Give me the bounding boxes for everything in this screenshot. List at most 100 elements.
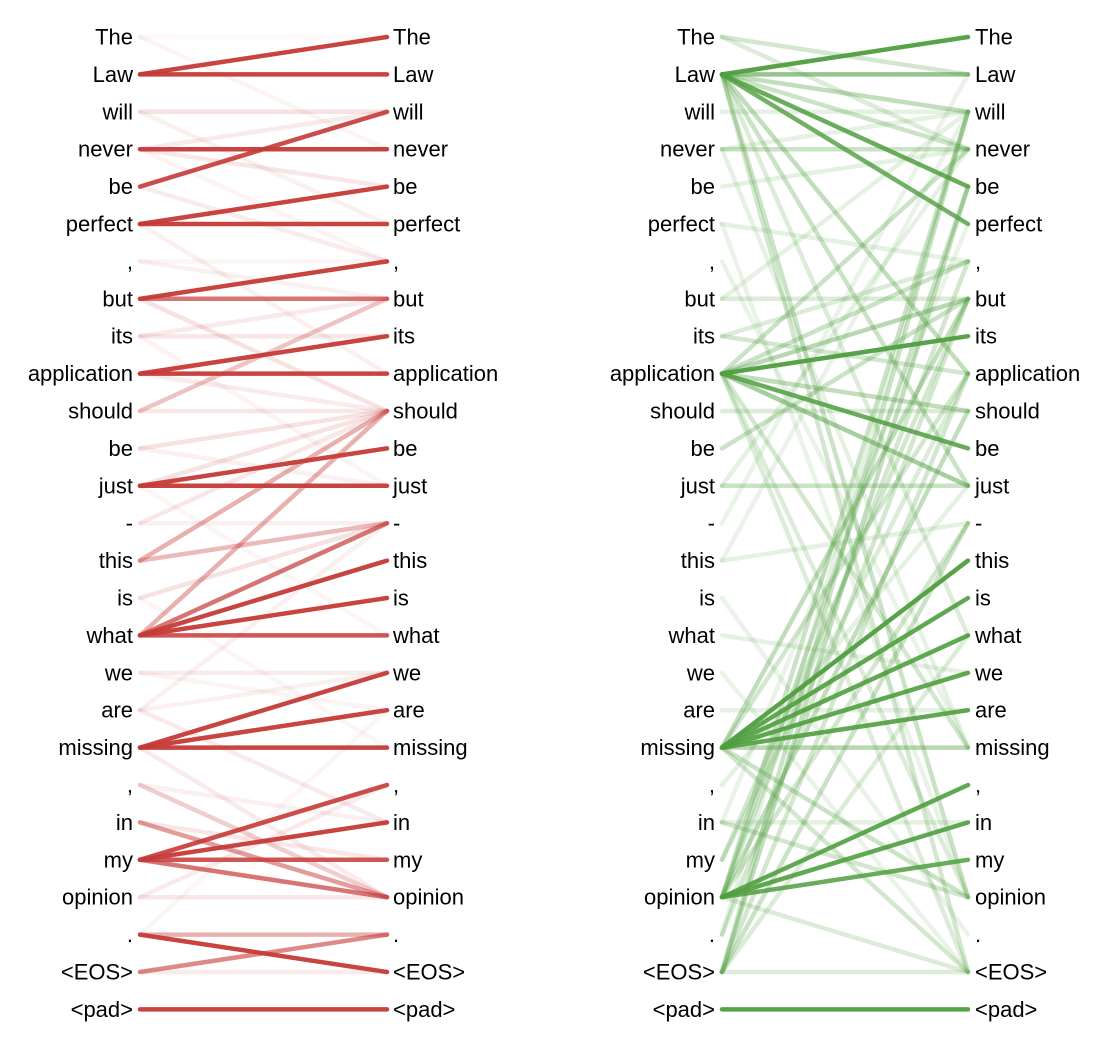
left-source-token-5-perfect: perfect [66,212,133,237]
right-target-token-4-be: be [975,174,999,199]
left-target-token-25-eos: <EOS> [393,960,465,985]
right-alignment-edge-11-7 [719,296,971,451]
right-alignment-edge-25-16 [719,633,971,975]
right-source-token-4-be: be [691,174,715,199]
right-alignment-edge-4-3 [719,146,971,189]
right-source-token-2-will: will [683,99,715,124]
right-target-token-13-punct: - [975,511,982,536]
left-source-token-0-the: The [95,25,133,50]
left-alignment-edge-16-13 [137,520,390,638]
right-alignment-edge-9-3 [719,146,971,376]
right-source-token-21-in: in [698,810,715,835]
left-alignment-edge-2-5 [137,109,390,227]
left-alignment-edge-24-25 [137,932,390,975]
right-alignment-edge-6-19 [719,259,971,750]
left-target-token-23-opinion: opinion [393,885,464,910]
right-source-token-9-application: application [610,361,715,386]
right-target-token-11-be: be [975,436,999,461]
left-alignment-edge-16-15 [137,595,390,638]
left-target-token-1-law: Law [393,62,433,87]
left-source-token-23-opinion: opinion [62,885,133,910]
left-target-token-10-should: should [393,399,458,424]
left-source-token-9-application: application [28,361,133,386]
left-source-token-4-be: be [109,174,133,199]
right-target-token-14-this: this [975,548,1009,573]
left-target-token-16-what: what [392,623,439,648]
left-target-token-15-is: is [393,586,409,611]
right-target-token-17-we: we [974,660,1003,685]
left-source-token-24-punct: . [127,922,133,947]
right-target-token-21-in: in [975,810,992,835]
right-alignment-edge-1-5 [719,72,971,227]
right-alignment-edge-23-20 [719,782,971,900]
right-target-token-12-just: just [974,473,1009,498]
left-alignment-edge-18-17 [137,670,390,713]
right-target-token-18-are: are [975,698,1007,723]
right-target-token-26-pad: <pad> [975,997,1037,1022]
left-alignment-edge-9-10 [137,371,390,414]
left-alignment-panel: The Law will never be perfect, but its applicati… [28,25,498,1022]
left-target-token-19-missing: missing [393,735,468,760]
right-target-token-23-opinion: opinion [975,885,1046,910]
left-source-token-12-just: just [98,473,133,498]
right-source-token-20-punct: , [709,773,715,798]
right-alignment-edge-1-9 [719,72,971,376]
right-alignment-edge-14-13 [719,520,971,563]
left-source-token-21-in: in [116,810,133,835]
left-target-token-3-never: never [393,137,448,162]
right-alignment-edge-1-2 [719,72,971,115]
right-target-token-3-never: never [975,137,1030,162]
left-target-token-22-my: my [393,847,422,872]
left-alignment-edge-7-6 [137,259,390,302]
right-source-token-3-never: never [660,137,715,162]
left-source-token-11-be: be [109,436,133,461]
right-source-token-13-punct: - [708,511,715,536]
left-alignment-edge-22-20 [137,782,390,863]
right-alignment-edge-5-23 [719,221,971,900]
right-alignment-edge-13-1 [719,72,971,526]
left-target-token-6-punct: , [393,249,399,274]
left-source-token-20-punct: , [127,773,133,798]
left-alignment-edge-3-2 [137,109,390,152]
right-source-token-18-are: are [683,698,715,723]
left-alignment-edge-11-10 [137,408,390,451]
left-target-token-20-punct: , [393,773,399,798]
right-alignment-edge-23-25 [719,894,971,975]
left-alignment-edge-19-17 [137,670,390,750]
left-target-token-2-will: will [392,99,424,124]
left-target-token-4-be: be [393,174,417,199]
left-target-token-5-perfect: perfect [393,212,460,237]
left-source-token-10-should: should [68,399,133,424]
right-alignment-edge-23-6 [719,259,971,900]
right-alignment-edge-9-11 [719,371,971,451]
right-target-token-2-will: will [974,99,1006,124]
left-source-token-15-is: is [117,586,133,611]
right-target-tokens: The Law will never be perfect, but its applicati… [974,25,1080,1022]
right-alignment-edge-23-22 [719,857,971,900]
left-alignment-edge-17-18 [137,670,390,713]
left-alignment-edge-16-14 [137,558,390,638]
right-source-token-6-punct: , [709,249,715,274]
right-alignment-edge-23-2 [719,109,971,900]
right-target-token-25-eos: <EOS> [975,960,1047,985]
left-source-token-17-we: we [104,660,133,685]
left-alignment-edge-14-13 [137,520,390,563]
right-alignment-edge-1-23 [719,72,971,900]
right-source-token-19-missing: missing [640,735,715,760]
right-alignment-edge-3-19 [719,146,971,750]
left-source-token-6-punct: , [127,249,133,274]
right-target-token-19-missing: missing [975,735,1050,760]
left-source-token-26-pad: <pad> [71,997,133,1022]
right-alignment-edge-19-17 [719,670,971,750]
right-alignment-edge-9-8 [719,333,971,376]
left-source-token-19-missing: missing [58,735,133,760]
right-target-token-8-its: its [975,324,997,349]
right-alignment-edge-9-7 [719,296,971,376]
right-alignment-edge-19-7 [719,296,971,750]
left-alignment-edge-0-3 [137,34,390,152]
right-target-token-24-punct: . [975,922,981,947]
left-alignment-edge-1-0 [137,34,390,77]
right-alignment-edge-19-18 [719,707,971,750]
left-source-token-14-this: this [99,548,133,573]
left-alignment-edge-12-16 [137,483,390,638]
